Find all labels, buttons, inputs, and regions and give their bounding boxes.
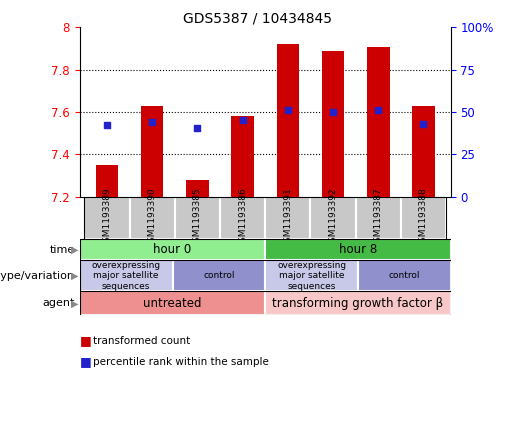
Bar: [277, 44, 299, 197]
Bar: [80, 261, 173, 291]
Bar: [186, 180, 209, 197]
Text: overexpressing
major satellite
sequences: overexpressing major satellite sequences: [277, 261, 346, 291]
Point: [374, 107, 383, 114]
Text: GSM1193391: GSM1193391: [283, 187, 293, 248]
Bar: [96, 165, 118, 197]
Text: time: time: [49, 245, 75, 255]
Bar: [265, 291, 451, 315]
Text: GSM1193385: GSM1193385: [193, 187, 202, 248]
Bar: [265, 261, 358, 291]
Point: [148, 118, 156, 125]
Text: percentile rank within the sample: percentile rank within the sample: [93, 357, 269, 367]
Bar: [231, 116, 254, 197]
Text: transforming growth factor β: transforming growth factor β: [272, 297, 443, 310]
Bar: [84, 197, 130, 239]
Text: ▶: ▶: [71, 298, 78, 308]
Text: GSM1193387: GSM1193387: [374, 187, 383, 248]
Point: [284, 107, 292, 114]
Bar: [356, 197, 401, 239]
Text: GSM1193392: GSM1193392: [329, 187, 337, 248]
Bar: [80, 239, 265, 261]
Text: hour 8: hour 8: [339, 243, 377, 256]
Text: agent: agent: [42, 298, 75, 308]
Point: [238, 116, 247, 124]
Text: hour 0: hour 0: [153, 243, 192, 256]
Text: ■: ■: [80, 355, 92, 368]
Bar: [265, 197, 311, 239]
Text: GSM1193388: GSM1193388: [419, 187, 428, 248]
Text: ■: ■: [80, 334, 92, 347]
Text: untreated: untreated: [143, 297, 202, 310]
Bar: [80, 291, 265, 315]
Point: [329, 109, 337, 115]
Text: GSM1193389: GSM1193389: [102, 187, 111, 248]
Text: GSM1193390: GSM1193390: [148, 187, 157, 248]
Text: GSM1193386: GSM1193386: [238, 187, 247, 248]
Bar: [173, 261, 265, 291]
Point: [103, 121, 111, 128]
Bar: [130, 197, 175, 239]
Bar: [412, 106, 435, 197]
Bar: [401, 197, 446, 239]
Bar: [358, 261, 451, 291]
Text: ▶: ▶: [71, 245, 78, 255]
Text: ▶: ▶: [71, 271, 78, 281]
Text: overexpressing
major satellite
sequences: overexpressing major satellite sequences: [92, 261, 161, 291]
Bar: [220, 197, 265, 239]
Bar: [141, 106, 163, 197]
Bar: [265, 239, 451, 261]
Point: [193, 124, 201, 131]
Text: control: control: [388, 272, 420, 280]
Text: genotype/variation: genotype/variation: [0, 271, 75, 281]
Bar: [322, 51, 345, 197]
Bar: [311, 197, 356, 239]
Bar: [367, 47, 389, 197]
Point: [419, 121, 427, 128]
Text: GDS5387 / 10434845: GDS5387 / 10434845: [183, 12, 332, 26]
Bar: [175, 197, 220, 239]
Text: control: control: [203, 272, 235, 280]
Text: transformed count: transformed count: [93, 335, 190, 346]
